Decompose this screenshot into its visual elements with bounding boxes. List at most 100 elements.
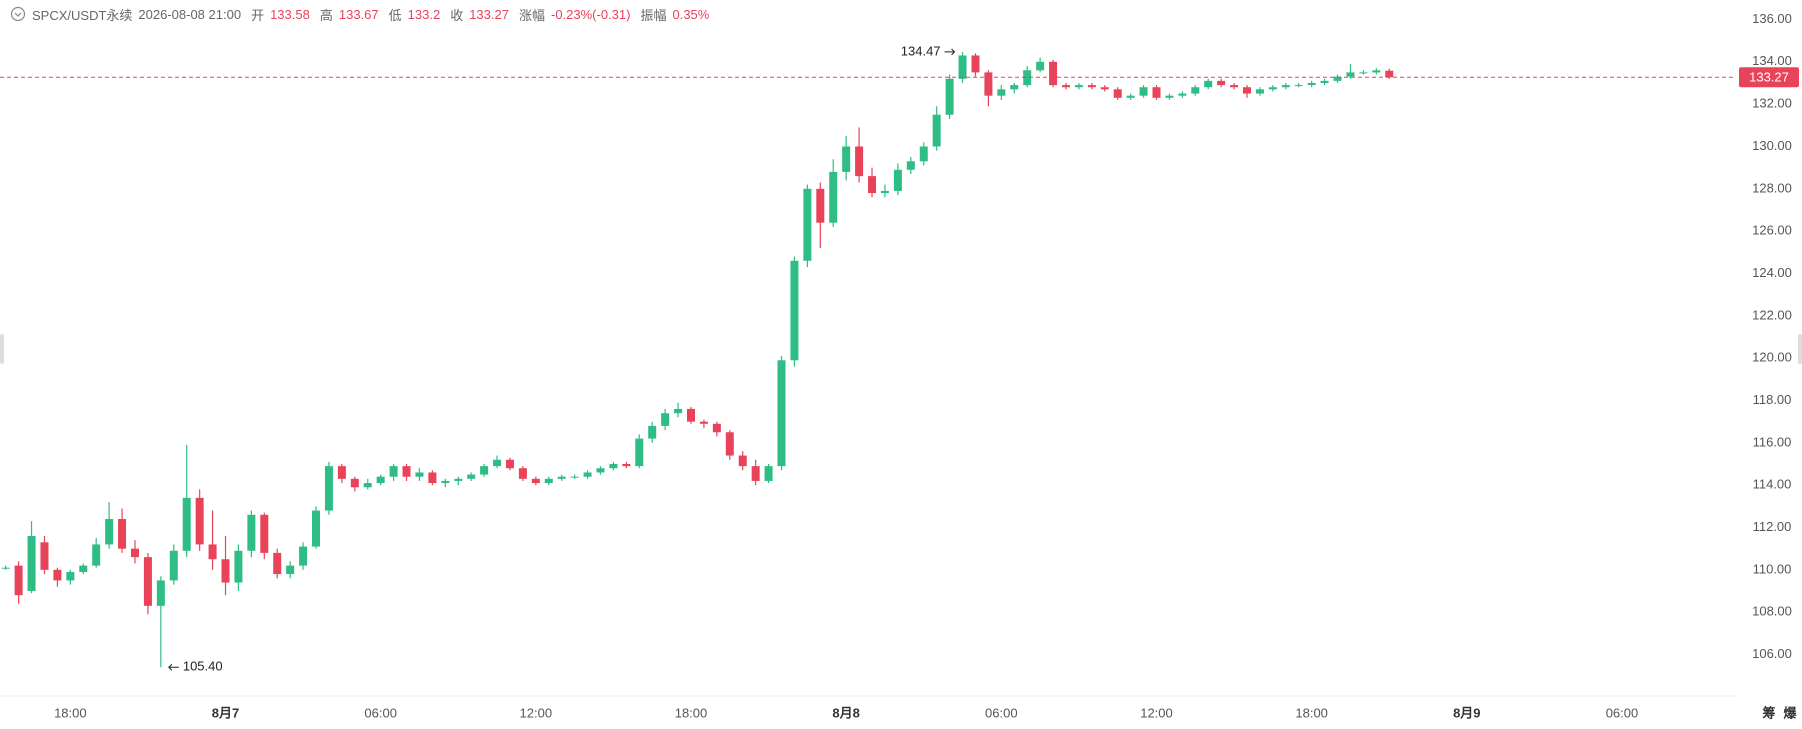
x-tick-label: 06:00: [364, 705, 397, 720]
candle-body: [428, 472, 437, 484]
open-label: 开: [251, 7, 265, 23]
candle-body: [1191, 87, 1200, 94]
candle-body: [635, 438, 644, 467]
candle-body: [971, 55, 980, 73]
y-tick-label: 108.00: [1752, 604, 1792, 619]
candle-body: [1243, 87, 1252, 94]
candle-body: [984, 72, 993, 96]
x-tick-label: 12:00: [1140, 705, 1173, 720]
candle-body: [544, 478, 553, 484]
candle-body: [441, 480, 450, 484]
candle-body: [958, 55, 967, 79]
candle-body: [234, 550, 243, 583]
candle-body: [1165, 95, 1174, 98]
y-tick-label: 130.00: [1752, 138, 1792, 153]
candle-body: [674, 408, 683, 414]
candle-body: [570, 476, 579, 478]
time: 2026-08-08 21:00: [138, 6, 242, 22]
y-tick-label: 124.00: [1752, 265, 1792, 280]
candle-body: [868, 176, 877, 194]
y-tick-label: 128.00: [1752, 180, 1792, 195]
candle-body: [53, 569, 62, 581]
high-value: 133.67: [338, 6, 379, 22]
candle-body: [1087, 85, 1096, 88]
candle-body: [997, 89, 1006, 96]
candle-body: [286, 565, 295, 575]
y-tick-label: 136.00: [1752, 11, 1792, 26]
low-value: 133.2: [407, 6, 441, 22]
candle-body: [247, 514, 256, 551]
candle-body: [596, 468, 605, 473]
candle-body: [583, 472, 592, 477]
x-tick-label: 18:00: [1295, 705, 1328, 720]
candle-body: [1333, 76, 1342, 81]
candle-body: [337, 466, 346, 479]
candle-body: [195, 497, 204, 545]
candle-body: [1061, 85, 1070, 88]
collapse-icon[interactable]: [10, 6, 26, 22]
candle-body: [1010, 85, 1019, 90]
x-tick-label: 18:00: [54, 705, 87, 720]
candle-body: [40, 542, 49, 570]
candle-body: [1320, 80, 1329, 83]
candle-body: [1255, 89, 1264, 94]
candle-body: [1372, 70, 1381, 73]
candle-body: [415, 472, 424, 477]
candle-body: [906, 161, 915, 170]
candle-body: [945, 78, 954, 115]
y-tick-label: 106.00: [1752, 646, 1792, 661]
close-value: 133.27: [469, 6, 509, 22]
min-arrow: [168, 663, 179, 671]
candle-body: [751, 466, 760, 481]
max-arrow: [944, 48, 956, 56]
y-tick-label: 132.00: [1752, 96, 1792, 111]
x-tick-label: 8月9: [1453, 705, 1480, 720]
right-handle[interactable]: [1798, 334, 1802, 364]
candle-body: [1152, 87, 1161, 98]
candle-body: [816, 188, 825, 223]
candle-body: [143, 557, 152, 606]
candle-body: [518, 468, 527, 479]
candle-body: [130, 548, 139, 558]
amplitude-value: 0.35%: [672, 6, 710, 22]
candle-body: [1385, 70, 1394, 78]
candle-body: [764, 466, 773, 481]
candle-body: [725, 432, 734, 456]
candle-body: [1, 567, 10, 569]
x-tick-label: 8月8: [832, 705, 859, 720]
y-tick-label: 110.00: [1753, 561, 1792, 576]
candle-body: [273, 552, 282, 575]
candle-body: [467, 474, 476, 479]
candle-body: [480, 466, 489, 475]
candle-body: [880, 190, 889, 194]
change-value: -0.23%(-0.31): [550, 6, 631, 22]
left-handle[interactable]: [0, 334, 4, 364]
candle-body: [118, 519, 127, 549]
amplitude-label: 振幅: [640, 7, 667, 23]
candle-body: [1268, 87, 1277, 90]
footer-icon[interactable]: 爆: [1783, 705, 1797, 720]
candle-body: [182, 497, 191, 551]
candle-body: [1036, 61, 1045, 71]
candle-body: [1100, 87, 1109, 90]
candle-body: [790, 260, 799, 361]
y-tick-label: 114.00: [1753, 477, 1792, 492]
candle-body: [402, 466, 411, 477]
symbol: SPCX/USDT永续: [32, 7, 133, 23]
candle-body: [389, 466, 398, 477]
x-tick-label: 06:00: [985, 705, 1018, 720]
candle-body: [1074, 85, 1083, 88]
low-label: 低: [388, 7, 402, 23]
candle-body: [208, 544, 217, 560]
candle-body: [350, 478, 359, 488]
footer-icon[interactable]: 筹: [1762, 705, 1775, 720]
change-label: 涨幅: [518, 7, 545, 23]
candle-body: [1023, 70, 1032, 86]
candle-body: [829, 171, 838, 223]
candle-body: [1139, 87, 1148, 96]
candle-body: [14, 565, 23, 596]
candle-body: [1217, 80, 1226, 86]
candle-body: [777, 360, 786, 467]
x-tick-label: 06:00: [1606, 705, 1639, 720]
